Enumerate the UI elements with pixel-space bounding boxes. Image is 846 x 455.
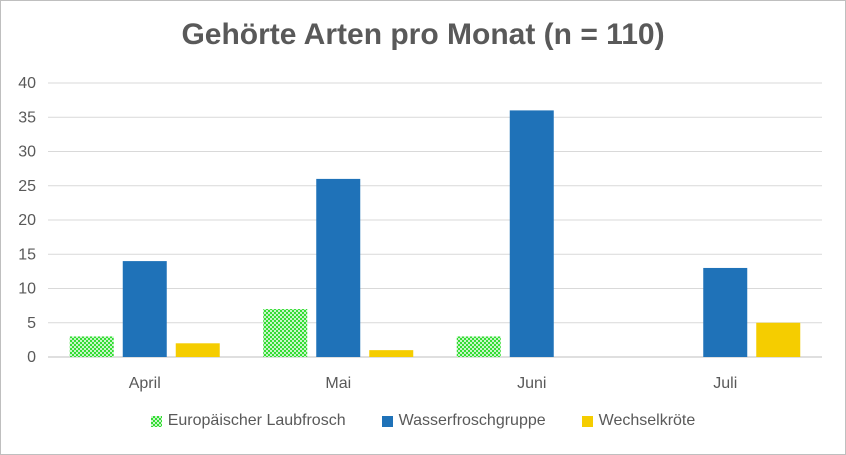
bar-april-2 — [175, 343, 220, 357]
bar-april-0 — [69, 336, 114, 357]
y-tick-label: 30 — [18, 144, 36, 161]
bar-april-1 — [122, 261, 167, 357]
y-tick-label: 40 — [18, 75, 36, 92]
legend-label: Wasserfroschgruppe — [398, 412, 546, 429]
y-tick-label: 35 — [18, 109, 36, 126]
x-tick-label: Juni — [517, 375, 546, 392]
legend-item: Wechselkröte — [581, 412, 696, 430]
legend: Europäischer Laubfrosch Wasserfroschgrupp… — [0, 412, 846, 430]
y-tick-label: 15 — [18, 246, 36, 263]
x-axis-ticks: April Mai Juni Juli — [129, 375, 738, 392]
y-tick-label: 20 — [18, 212, 36, 229]
x-tick-label: Mai — [325, 375, 351, 392]
y-tick-label: 0 — [27, 349, 36, 366]
bars — [69, 110, 801, 358]
legend-item: Europäischer Laubfrosch — [150, 412, 346, 430]
bar-juni-1 — [509, 110, 554, 358]
bar-juli-1 — [703, 267, 748, 357]
legend-swatch — [150, 415, 162, 427]
chart-title: Gehörte Arten pro Monat (n = 110) — [181, 18, 665, 51]
bar-mai-1 — [316, 178, 361, 357]
x-tick-label: Juli — [713, 375, 737, 392]
gridlines — [48, 82, 822, 358]
legend-label: Europäischer Laubfrosch — [167, 412, 346, 429]
legend-label: Wechselkröte — [598, 412, 696, 429]
x-tick-label: April — [129, 375, 161, 392]
y-tick-label: 25 — [18, 178, 36, 195]
legend-swatch — [381, 415, 393, 427]
bar-mai-2 — [369, 350, 414, 357]
y-tick-label: 5 — [27, 315, 36, 332]
bar-juni-0 — [456, 336, 501, 357]
bar-juli-2 — [756, 322, 801, 357]
y-axis-ticks: 0 5 10 15 20 25 30 35 40 — [18, 75, 36, 366]
legend-item: Wasserfroschgruppe — [381, 412, 546, 430]
legend-swatch — [581, 415, 593, 427]
bar-mai-0 — [263, 309, 308, 357]
y-tick-label: 10 — [18, 281, 36, 298]
